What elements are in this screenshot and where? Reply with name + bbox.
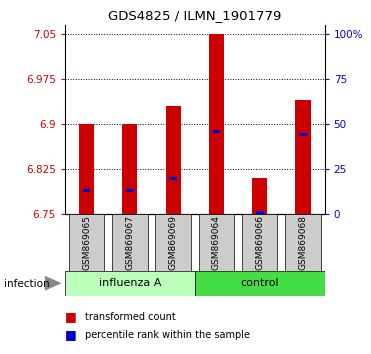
Bar xyxy=(112,214,148,271)
Text: GSM869069: GSM869069 xyxy=(169,215,178,270)
Text: ■: ■ xyxy=(65,310,77,323)
Text: GSM869068: GSM869068 xyxy=(299,215,308,270)
Bar xyxy=(195,271,325,296)
Title: GDS4825 / ILMN_1901779: GDS4825 / ILMN_1901779 xyxy=(108,9,282,22)
Bar xyxy=(252,178,267,214)
Text: GSM869064: GSM869064 xyxy=(212,215,221,270)
Bar xyxy=(285,214,321,271)
Text: GSM869066: GSM869066 xyxy=(255,215,264,270)
Text: control: control xyxy=(240,278,279,288)
Text: influenza A: influenza A xyxy=(99,278,161,288)
Bar xyxy=(65,271,195,296)
Bar xyxy=(299,133,307,136)
Bar xyxy=(69,214,104,271)
Text: infection: infection xyxy=(4,279,49,289)
Text: ■: ■ xyxy=(65,328,77,341)
Bar xyxy=(122,124,137,214)
Text: GSM869065: GSM869065 xyxy=(82,215,91,270)
Text: transformed count: transformed count xyxy=(85,312,176,322)
Bar xyxy=(165,106,181,214)
Bar xyxy=(256,211,263,214)
Bar xyxy=(295,100,311,214)
Bar xyxy=(169,177,177,179)
Text: percentile rank within the sample: percentile rank within the sample xyxy=(85,330,250,339)
Bar xyxy=(79,124,94,214)
Text: GSM869067: GSM869067 xyxy=(125,215,134,270)
Bar xyxy=(155,214,191,271)
Bar xyxy=(83,189,91,192)
Bar xyxy=(242,214,278,271)
Bar xyxy=(209,34,224,214)
Bar xyxy=(213,130,220,133)
Polygon shape xyxy=(45,276,62,291)
Bar xyxy=(126,189,134,192)
Bar xyxy=(199,214,234,271)
